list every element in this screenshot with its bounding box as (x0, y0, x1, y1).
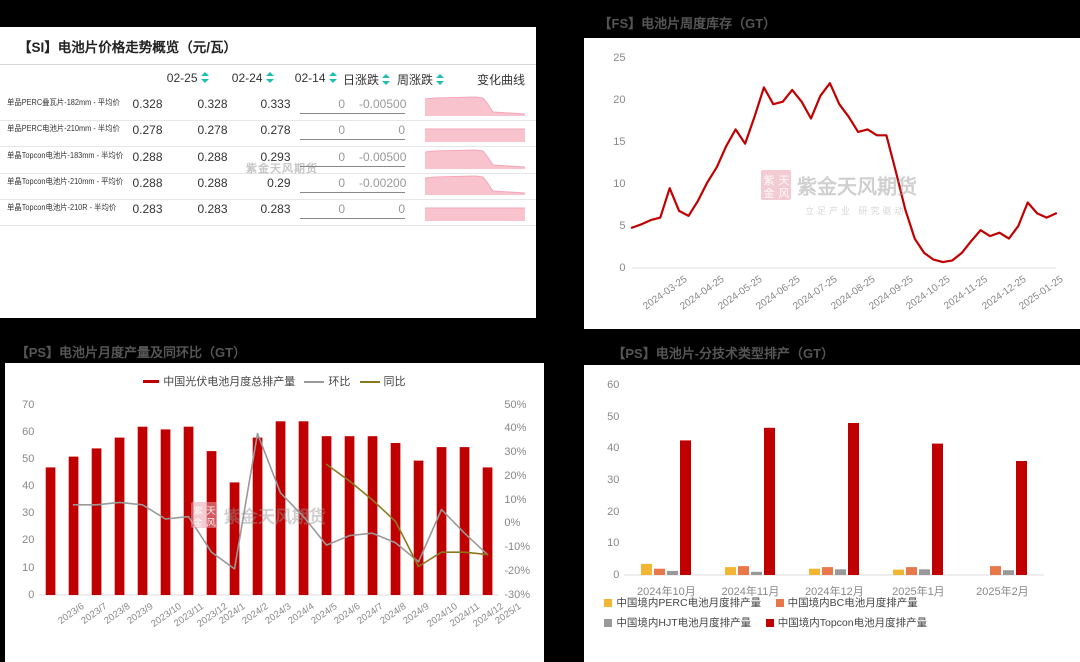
svg-text:紫: 紫 (194, 506, 204, 517)
svg-text:天: 天 (778, 175, 789, 187)
svg-text:金: 金 (763, 186, 774, 200)
svg-text:风: 风 (778, 187, 789, 200)
svg-text:金: 金 (194, 517, 204, 529)
svg-text:天: 天 (207, 506, 217, 517)
svg-text:紫: 紫 (763, 174, 774, 187)
svg-text:风: 风 (207, 518, 217, 529)
